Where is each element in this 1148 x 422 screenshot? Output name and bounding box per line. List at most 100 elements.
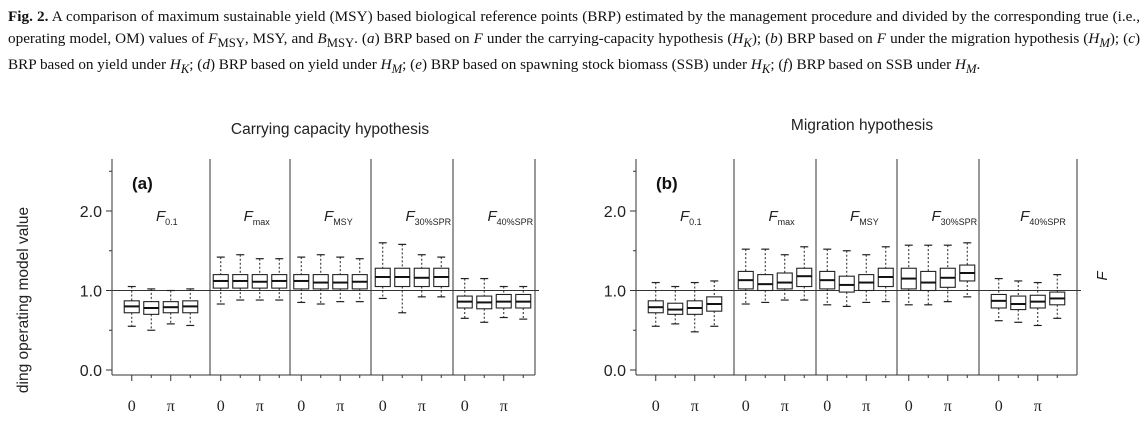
box <box>1010 295 1027 311</box>
x-tick-label: 0 <box>742 398 750 415</box>
chart-title: Carrying capacity hypothesis <box>231 121 429 138</box>
group-label-symbol: F <box>405 208 415 225</box>
group-label-symbol: F <box>850 208 860 225</box>
box <box>920 270 937 292</box>
group-label-subscript: max <box>778 217 796 227</box>
box-plot <box>1049 274 1066 319</box>
box-plot <box>351 258 368 303</box>
x-tick-label: 0 <box>995 398 1003 415</box>
y-tick-label: 2.0 <box>604 204 626 221</box>
box-plot <box>858 254 875 304</box>
x-tick-label: π <box>500 398 508 415</box>
figure-caption: Fig. 2. A comparison of maximum sustaina… <box>8 6 1140 80</box>
box-plot <box>374 242 391 300</box>
x-tick-label: 0 <box>823 398 831 415</box>
group-label-symbol: F <box>931 208 941 225</box>
chart-title: Migration hypothesis <box>791 117 933 134</box>
group-label: FMSY <box>324 208 353 227</box>
group-label-subscript: 40%SPR <box>1029 217 1066 227</box>
group-label: Fmax <box>768 208 795 227</box>
y-tick-label: 1.0 <box>604 284 626 301</box>
box <box>796 267 813 288</box>
box-plot <box>495 285 512 319</box>
y-axis-label: ding operating model value <box>15 207 32 393</box>
y-tick-label: 0.0 <box>80 363 102 380</box>
box-plot <box>877 246 894 303</box>
group-label-subscript: 30%SPR <box>941 217 978 227</box>
group-label-symbol: F <box>244 208 254 225</box>
group-label: F40%SPR <box>487 208 533 227</box>
group-label-subscript: max <box>253 217 271 227</box>
group-label: F0.1 <box>156 208 178 227</box>
box-plot <box>123 285 140 327</box>
x-tick-label: 0 <box>217 398 225 415</box>
box-plot <box>413 254 430 298</box>
box-plot <box>737 248 754 305</box>
x-tick-label: 0 <box>128 398 136 415</box>
group-label-symbol: F <box>768 208 778 225</box>
box-plot <box>819 248 836 306</box>
group-label-subscript: 40%SPR <box>497 217 534 227</box>
x-tick-label: 0 <box>461 398 469 415</box>
y-tick-label: 0.0 <box>604 363 626 380</box>
box-plot <box>1029 281 1046 327</box>
box-plot <box>900 244 917 306</box>
box-plot <box>990 277 1007 322</box>
group-label-subscript: 0.1 <box>689 217 702 227</box>
box-plot <box>476 277 493 323</box>
box <box>757 274 774 292</box>
figure-caption-label: Fig. 2. <box>8 8 49 25</box>
box-plot <box>312 254 329 305</box>
group-label-symbol: F <box>487 208 497 225</box>
group-label: F30%SPR <box>405 208 451 227</box>
box-plot <box>332 256 349 303</box>
box-plot <box>667 285 684 325</box>
box-plot <box>959 242 976 298</box>
box-plot <box>686 281 703 333</box>
y-tick-label: 1.0 <box>80 284 102 301</box>
group-label: F0.1 <box>680 208 702 227</box>
group-label-symbol: F <box>680 208 690 225</box>
panel-label: (a) <box>132 174 153 193</box>
group-label-subscript: MSY <box>333 217 353 227</box>
box-plot <box>776 254 793 301</box>
box-plot <box>394 243 411 314</box>
box-plot <box>939 244 956 303</box>
x-tick-label: π <box>256 398 264 415</box>
box <box>776 272 793 290</box>
box-plot <box>515 285 532 320</box>
chart-panel-1: Carrying capacity hypothesis 0.0 1.0 2.0 (a)… <box>80 121 539 415</box>
x-tick-label: π <box>418 398 426 415</box>
box-plot <box>293 256 310 304</box>
x-tick-label: 0 <box>297 398 305 415</box>
group-label-subscript: 30%SPR <box>415 217 452 227</box>
group-label: Fmax <box>244 208 271 227</box>
box-plot <box>920 244 937 306</box>
x-tick-label: π <box>1034 398 1042 415</box>
group-label-subscript: 0.1 <box>165 217 178 227</box>
x-tick-label: 0 <box>652 398 660 415</box>
x-tick-label: π <box>336 398 344 415</box>
group-label-symbol: F <box>156 208 166 225</box>
x-tick-label: π <box>691 398 699 415</box>
right-side-label: F <box>1094 271 1111 281</box>
x-tick-label: π <box>944 398 952 415</box>
x-tick-label: π <box>862 398 870 415</box>
box-plot <box>1010 280 1027 323</box>
box-plot <box>647 281 664 327</box>
group-label-subscript: MSY <box>859 217 879 227</box>
box-plot <box>251 258 268 301</box>
x-tick-label: π <box>781 398 789 415</box>
box-plot <box>456 277 473 319</box>
x-tick-label: 0 <box>379 398 387 415</box>
box-plot <box>271 258 288 301</box>
y-tick-label: 2.0 <box>80 204 102 221</box>
box-plot <box>757 248 774 304</box>
x-tick-label: 0 <box>905 398 913 415</box>
box-plot <box>796 246 813 301</box>
group-label: F30%SPR <box>931 208 977 227</box>
box-plot <box>143 288 160 331</box>
figure-caption-text: A comparison of maximum sustainable yiel… <box>8 8 1141 77</box>
